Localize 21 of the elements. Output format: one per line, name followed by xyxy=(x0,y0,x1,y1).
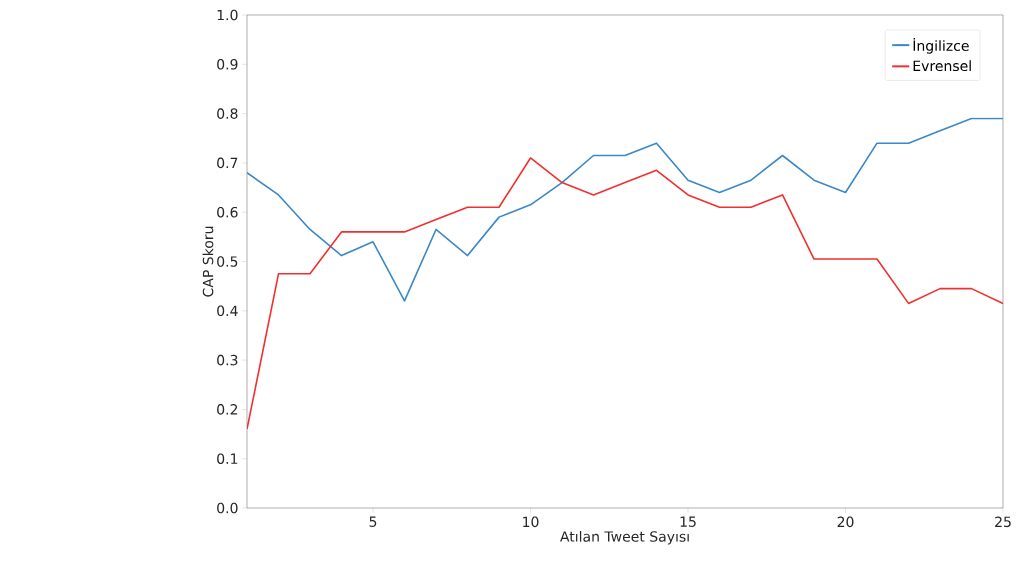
x-axis-title: Atılan Tweet Sayısı xyxy=(560,530,689,545)
y-tick-label: 0.7 xyxy=(217,157,238,169)
y-tick-label: 0.8 xyxy=(217,108,238,119)
y-tick-label: 0.5 xyxy=(217,256,238,267)
y-tick-label: 0.9 xyxy=(217,58,238,70)
y-tick-label: 1.0 xyxy=(217,9,238,21)
y-tick-label: 0.0 xyxy=(217,502,238,514)
x-tick-label: 5 xyxy=(369,516,377,527)
x-tick-label: 20 xyxy=(837,516,854,528)
y-tick-label: 0.4 xyxy=(217,305,238,317)
line-series xyxy=(247,117,1004,302)
x-tick-label: 25 xyxy=(995,516,1011,528)
legend-label: Evrensel xyxy=(913,60,971,72)
legend-label: İngilizce xyxy=(913,37,969,54)
y-tick-label: 0.1 xyxy=(217,453,238,464)
x-tick-label: 15 xyxy=(680,516,696,527)
y-tick-label: 0.2 xyxy=(217,404,238,415)
y-axis-title: CAP Skoru xyxy=(202,226,214,297)
y-tick-label: 0.6 xyxy=(217,206,238,218)
x-tick-label: 10 xyxy=(523,516,539,528)
y-tick-label: 0.3 xyxy=(217,354,238,366)
